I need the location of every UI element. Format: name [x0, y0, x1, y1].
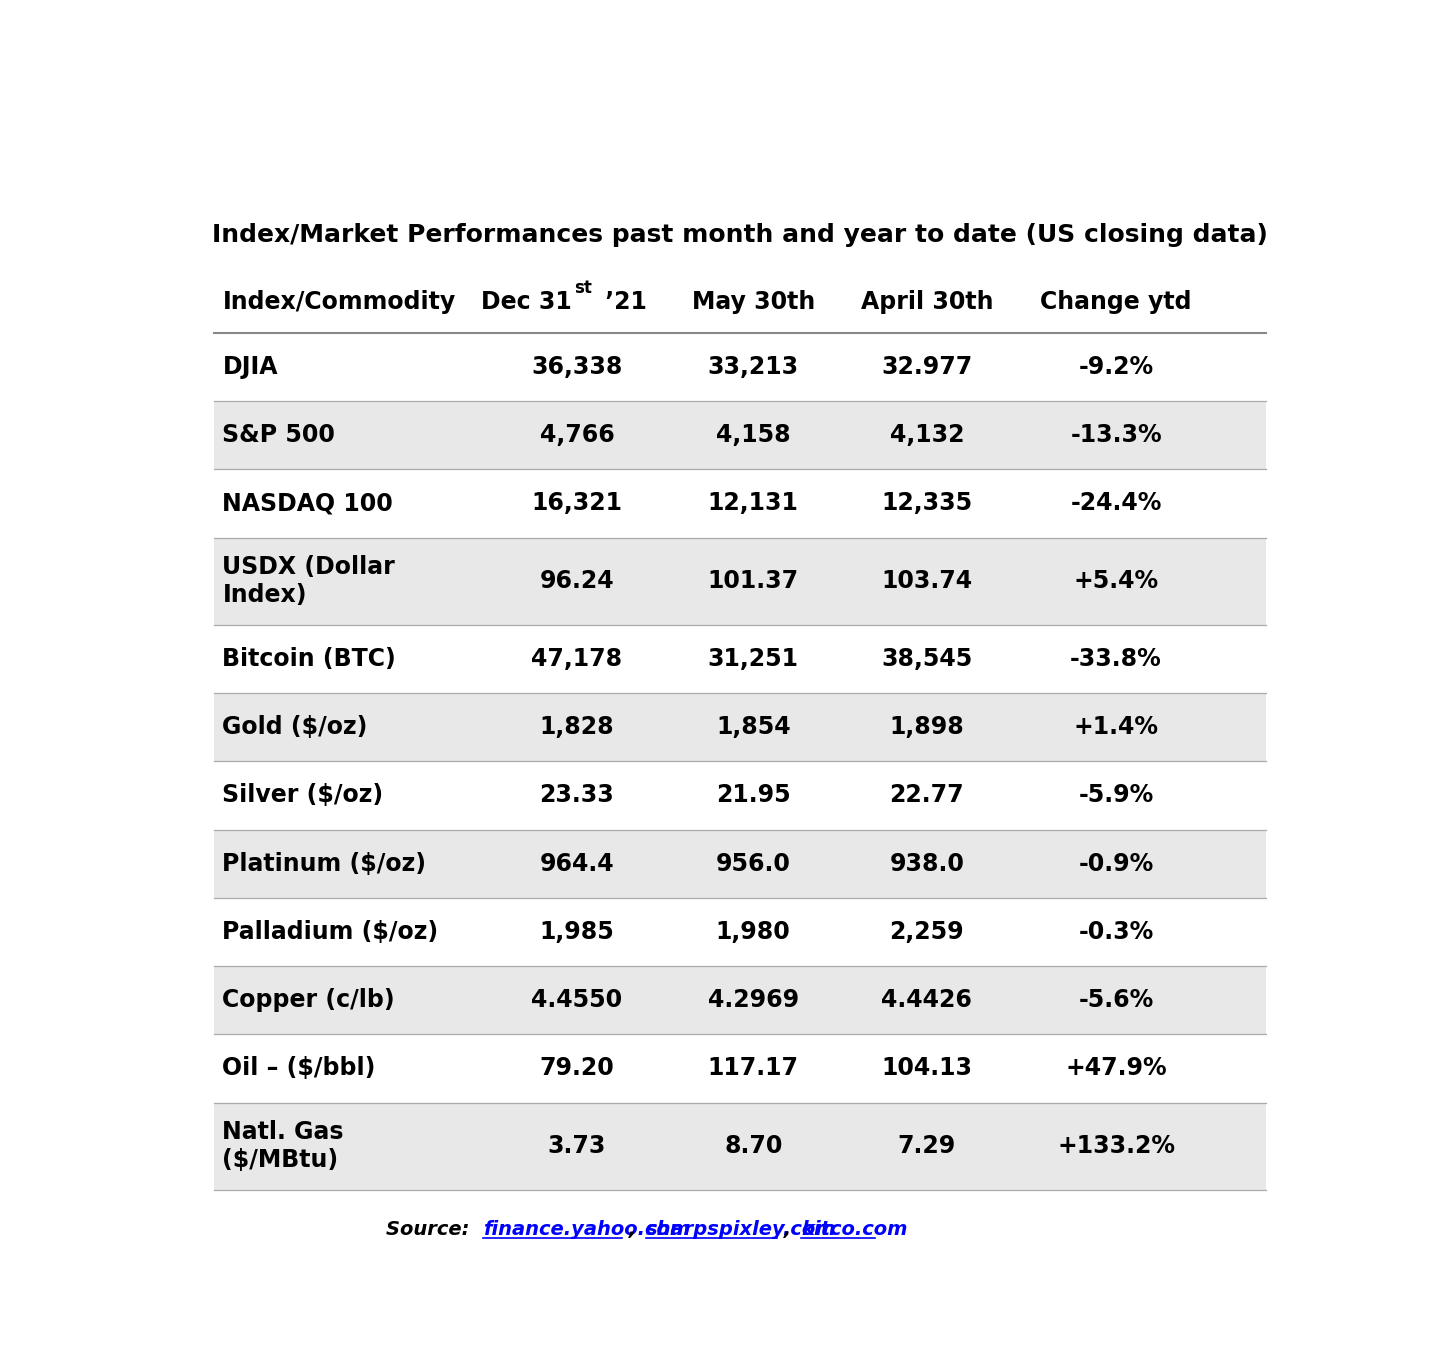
Text: 7.29: 7.29: [898, 1135, 956, 1158]
Text: -9.2%: -9.2%: [1079, 355, 1154, 379]
Bar: [214, 829, 1266, 898]
Text: 1,898: 1,898: [890, 715, 965, 739]
Bar: [214, 898, 1266, 966]
Bar: [214, 761, 1266, 829]
Text: 4,132: 4,132: [890, 423, 965, 447]
Bar: [214, 1102, 1266, 1189]
Text: DJIA: DJIA: [222, 355, 279, 379]
Text: ’21: ’21: [598, 291, 647, 314]
Text: April 30th: April 30th: [861, 291, 993, 314]
Text: -5.9%: -5.9%: [1079, 783, 1154, 807]
Text: 33,213: 33,213: [708, 355, 799, 379]
Text: 4.2969: 4.2969: [708, 989, 799, 1012]
Text: ,: ,: [621, 1221, 643, 1240]
Text: Index/Market Performances past month and year to date (US closing data): Index/Market Performances past month and…: [212, 222, 1268, 247]
Text: -5.6%: -5.6%: [1079, 989, 1154, 1012]
Text: 21.95: 21.95: [716, 783, 790, 807]
Text: -13.3%: -13.3%: [1070, 423, 1162, 447]
Text: 32.977: 32.977: [881, 355, 972, 379]
Text: Platinum ($/oz): Platinum ($/oz): [222, 851, 426, 876]
Text: 79.20: 79.20: [540, 1057, 614, 1080]
Text: 1,828: 1,828: [540, 715, 614, 739]
Text: 31,251: 31,251: [708, 647, 799, 671]
Text: Gold ($/oz): Gold ($/oz): [222, 715, 368, 739]
Text: 4.4550: 4.4550: [531, 989, 622, 1012]
Bar: [214, 693, 1266, 761]
Text: 12,335: 12,335: [881, 491, 972, 516]
Text: 96.24: 96.24: [540, 569, 614, 593]
Bar: [214, 401, 1266, 469]
Text: +5.4%: +5.4%: [1073, 569, 1158, 593]
Bar: [214, 333, 1266, 401]
Text: 4.4426: 4.4426: [881, 989, 972, 1012]
Text: 1,980: 1,980: [716, 919, 790, 944]
Text: 1,854: 1,854: [716, 715, 790, 739]
Bar: [214, 966, 1266, 1034]
Text: 8.70: 8.70: [723, 1135, 783, 1158]
Text: 103.74: 103.74: [881, 569, 972, 593]
Text: Dec 31: Dec 31: [481, 291, 572, 314]
Text: +133.2%: +133.2%: [1057, 1135, 1175, 1158]
Text: Index/Commodity: Index/Commodity: [222, 291, 456, 314]
Text: Copper (c/lb): Copper (c/lb): [222, 989, 396, 1012]
Text: ,: ,: [777, 1221, 797, 1240]
Bar: [214, 625, 1266, 693]
Text: Oil – ($/bbl): Oil – ($/bbl): [222, 1057, 375, 1080]
Text: -24.4%: -24.4%: [1070, 491, 1162, 516]
Text: 956.0: 956.0: [716, 851, 791, 876]
Text: Change ytd: Change ytd: [1040, 291, 1191, 314]
Text: 3.73: 3.73: [547, 1135, 606, 1158]
Text: Silver ($/oz): Silver ($/oz): [222, 783, 384, 807]
Text: finance.yahoo.com: finance.yahoo.com: [482, 1221, 690, 1240]
Text: Palladium ($/oz): Palladium ($/oz): [222, 919, 439, 944]
Text: st: st: [573, 278, 592, 296]
Text: 4,158: 4,158: [716, 423, 790, 447]
Text: -0.9%: -0.9%: [1079, 851, 1154, 876]
Text: +47.9%: +47.9%: [1066, 1057, 1167, 1080]
Text: kitco.com: kitco.com: [801, 1221, 908, 1240]
Text: 22.77: 22.77: [890, 783, 965, 807]
Text: Bitcoin (BTC): Bitcoin (BTC): [222, 647, 396, 671]
Text: 938.0: 938.0: [890, 851, 965, 876]
Text: 12,131: 12,131: [708, 491, 799, 516]
Text: 117.17: 117.17: [708, 1057, 799, 1080]
Text: May 30th: May 30th: [692, 291, 814, 314]
Text: sharpspixley.com: sharpspixley.com: [645, 1221, 836, 1240]
Text: 47,178: 47,178: [531, 647, 622, 671]
Text: 104.13: 104.13: [881, 1057, 972, 1080]
Text: 36,338: 36,338: [531, 355, 622, 379]
Bar: [214, 1034, 1266, 1102]
Text: +1.4%: +1.4%: [1074, 715, 1158, 739]
Text: 16,321: 16,321: [531, 491, 622, 516]
Text: 38,545: 38,545: [881, 647, 972, 671]
Text: -0.3%: -0.3%: [1079, 919, 1154, 944]
Text: 4,766: 4,766: [540, 423, 614, 447]
Text: S&P 500: S&P 500: [222, 423, 335, 447]
Text: 23.33: 23.33: [540, 783, 614, 807]
Bar: [214, 469, 1266, 537]
Text: Source:: Source:: [386, 1221, 482, 1240]
Text: -33.8%: -33.8%: [1070, 647, 1162, 671]
Text: 101.37: 101.37: [708, 569, 799, 593]
Text: NASDAQ 100: NASDAQ 100: [222, 491, 393, 516]
Bar: [214, 537, 1266, 625]
Text: 2,259: 2,259: [890, 919, 965, 944]
Text: 964.4: 964.4: [540, 851, 614, 876]
Text: USDX (Dollar
Index): USDX (Dollar Index): [222, 555, 396, 607]
Text: Natl. Gas
($/MBtu): Natl. Gas ($/MBtu): [222, 1120, 344, 1172]
Text: 1,985: 1,985: [540, 919, 614, 944]
